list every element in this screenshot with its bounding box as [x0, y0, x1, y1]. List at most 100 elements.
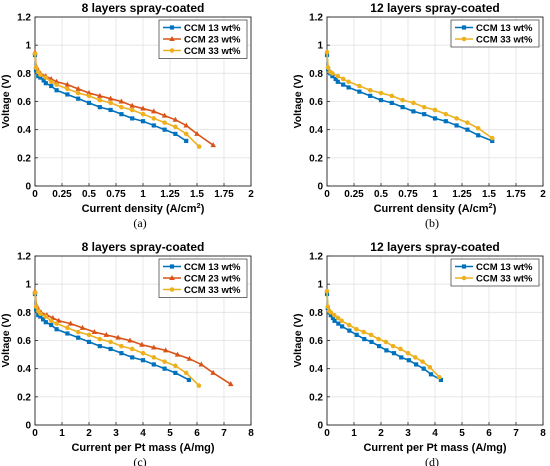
- x-axis-label: Current density (A/cm2): [82, 201, 205, 215]
- data-point: [129, 107, 135, 113]
- x-tick-label: 8: [540, 428, 546, 439]
- data-point: [91, 329, 98, 335]
- data-point: [173, 363, 178, 369]
- data-point: [454, 116, 459, 121]
- x-tick-label: 1.25: [160, 189, 180, 200]
- data-point: [339, 318, 344, 324]
- data-point: [354, 332, 359, 337]
- x-tick-label: 6: [486, 428, 492, 439]
- chart-title: 12 layers spray-coated: [370, 1, 499, 15]
- y-tick-label: 0.6: [309, 336, 323, 347]
- x-tick-label: 0: [324, 428, 330, 439]
- data-point: [43, 320, 48, 325]
- data-point: [335, 73, 341, 79]
- data-point: [427, 364, 433, 370]
- data-point: [384, 348, 389, 353]
- data-point: [32, 290, 38, 295]
- y-tick-label: 1: [317, 280, 323, 291]
- x-tick-label: 7: [513, 428, 519, 439]
- legend-marker: [169, 287, 175, 292]
- x-tick-label: 1: [351, 428, 357, 439]
- data-point: [140, 358, 146, 363]
- data-point: [183, 122, 189, 128]
- data-point: [376, 336, 381, 342]
- data-point: [43, 314, 49, 319]
- data-point: [151, 355, 157, 360]
- y-tick-label: 0.4: [309, 125, 323, 136]
- x-tick-label: 4: [432, 428, 438, 439]
- chart-panel-1: 0 0.25 0.5 0.75 1 1.25 1.5 1.75 2 0 0.2 0.4 0.6 0.8 1 1…: [0, 1, 254, 230]
- data-point: [389, 93, 395, 99]
- data-point: [347, 328, 352, 333]
- x-tick-label: 2: [86, 428, 92, 439]
- x-axis-label-sup: 2: [197, 201, 201, 210]
- y-tick-label: 0.6: [309, 97, 323, 108]
- data-point: [210, 369, 216, 375]
- legend: CCM 13 wt%CCM 33 wt%: [450, 19, 540, 48]
- data-point: [196, 144, 202, 149]
- data-point: [36, 74, 41, 79]
- x-tick-label: 0.75: [398, 189, 418, 200]
- data-point: [49, 322, 54, 328]
- y-tick-label: 0.4: [309, 364, 323, 375]
- x-tick-label: 3: [405, 428, 411, 439]
- legend-box: [450, 258, 540, 287]
- data-point: [119, 112, 124, 117]
- data-point: [38, 311, 43, 317]
- data-point: [140, 350, 146, 356]
- x-tick-label: 0.5: [374, 189, 388, 200]
- data-point: [489, 135, 495, 141]
- y-tick-label: 0.8: [17, 308, 31, 319]
- data-point: [129, 102, 135, 108]
- data-point: [398, 346, 403, 352]
- series-1: [324, 291, 444, 383]
- data-point: [389, 100, 394, 106]
- data-point: [406, 358, 411, 363]
- y-tick-label: 0: [317, 182, 323, 193]
- data-point: [173, 131, 178, 136]
- data-point: [33, 65, 39, 70]
- data-point: [97, 344, 102, 349]
- legend-marker: [461, 275, 467, 281]
- legend-label: CCM 13 wt%: [476, 23, 533, 34]
- legend-label: CCM 33 wt%: [184, 285, 241, 296]
- data-point: [108, 100, 113, 106]
- x-tick-label: 0.25: [344, 189, 364, 200]
- x-tick-label: 0: [32, 428, 38, 439]
- x-tick-label: 7: [221, 428, 227, 439]
- data-point: [43, 75, 49, 80]
- panel-caption: (d): [425, 455, 439, 466]
- y-tick-label: 1.2: [17, 13, 31, 24]
- data-point: [412, 355, 418, 360]
- panel-caption: (c): [133, 455, 146, 466]
- legend-label: CCM 13 wt%: [476, 262, 533, 273]
- data-point: [54, 327, 59, 332]
- data-point: [357, 89, 362, 94]
- x-tick-label: 2: [248, 189, 254, 200]
- data-point: [174, 351, 181, 357]
- data-point: [53, 78, 60, 84]
- x-axis-label: Current per Pt mass (A/mg): [363, 442, 506, 454]
- legend-box: [450, 19, 540, 48]
- data-point: [151, 108, 157, 114]
- data-point: [325, 304, 331, 310]
- x-tick-label: 1.75: [506, 189, 526, 200]
- legend-marker: [169, 264, 175, 269]
- data-point: [65, 325, 70, 331]
- data-point: [48, 79, 54, 85]
- data-point: [162, 366, 167, 371]
- data-point: [140, 119, 146, 124]
- y-tick-label: 0.4: [17, 125, 31, 136]
- y-axis-label: Voltage (V): [292, 313, 304, 367]
- data-point: [183, 370, 189, 376]
- x-axis-label-text: Current density (A/cm: [374, 203, 489, 215]
- data-point: [330, 315, 336, 321]
- data-point: [184, 138, 189, 144]
- legend-marker: [169, 25, 175, 30]
- panel-caption: (b): [425, 216, 439, 230]
- data-point: [421, 366, 426, 371]
- x-axis-label-end: ): [201, 203, 205, 215]
- data-point: [411, 100, 416, 106]
- x-tick-label: 0: [324, 189, 330, 200]
- data-point: [139, 341, 145, 347]
